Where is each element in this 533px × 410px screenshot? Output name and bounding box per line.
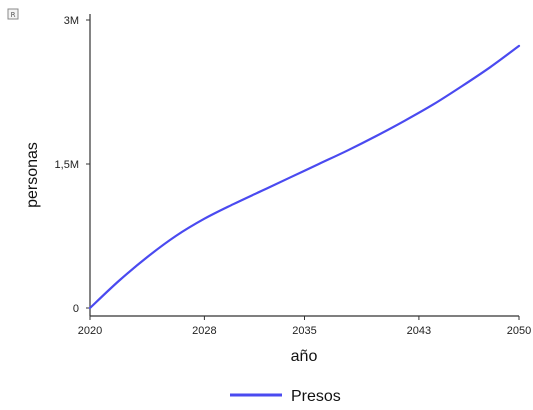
series-group [88,44,521,310]
y-tick-label-0: 0 [73,303,79,315]
x-tick-label-2035: 2035 [292,325,316,337]
x-tick-label-2050: 2050 [507,325,531,337]
x-axis-ticks: 2020 2028 2035 2043 2050 [78,316,531,337]
y-axis-ticks: 0 1,5M 3M [55,15,90,315]
chart-menu-icon-frame[interactable] [7,8,19,20]
y-axis-title: personas [24,142,41,208]
legend: Presos [230,388,341,405]
y-tick-label-2: 3M [64,15,79,27]
x-axis-title: año [291,348,318,365]
legend-label-presos: Presos [291,388,341,405]
chart-menu-icon-glyph[interactable]: R [11,11,16,19]
x-tick-label-2043: 2043 [407,325,431,337]
chart-menu-icon[interactable]: R [7,8,19,20]
y-tick-label-1: 1,5M [55,159,79,171]
x-tick-label-2020: 2020 [78,325,102,337]
x-tick-label-2028: 2028 [192,325,216,337]
series-line-presos [88,44,521,310]
